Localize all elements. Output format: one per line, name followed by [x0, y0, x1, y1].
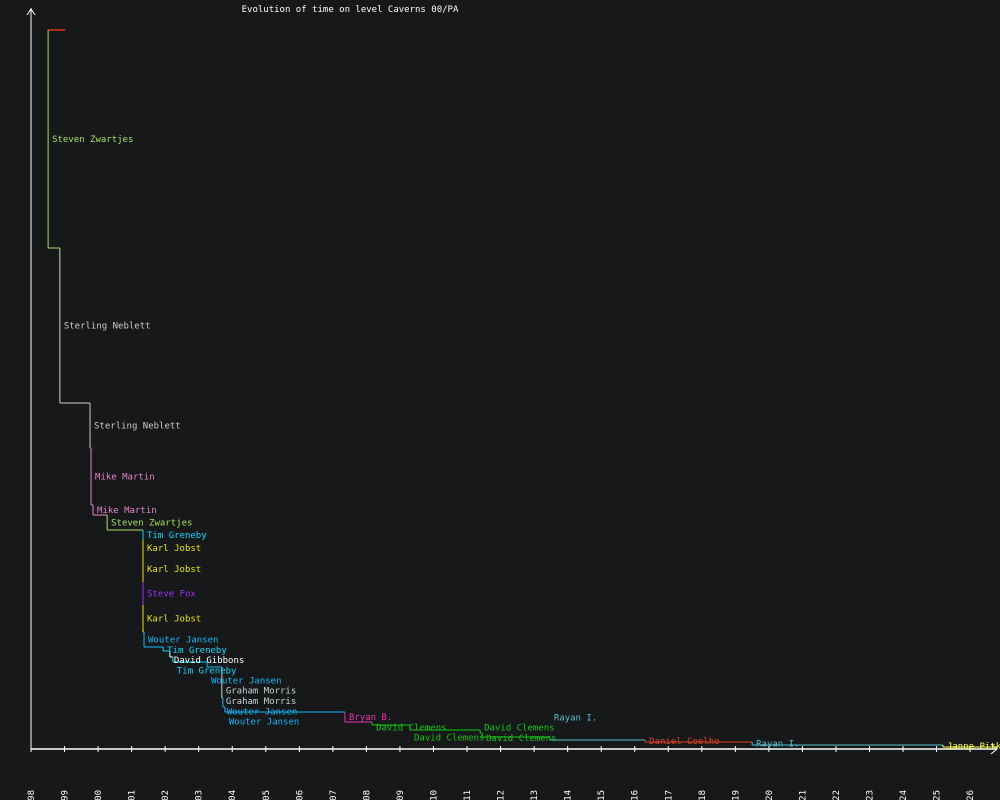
record-label: Graham Morris — [226, 687, 296, 697]
x-tick-label: 2005 — [262, 790, 272, 800]
x-tick-label: 2007 — [329, 790, 339, 800]
x-tick-label: 2009 — [396, 790, 406, 800]
record-label: David Clemens — [376, 724, 446, 734]
x-tick-label: 2006 — [295, 790, 305, 800]
x-tick-label: 2013 — [530, 790, 540, 800]
record-label: Wouter Jansen — [227, 708, 297, 718]
record-label: Mike Martin — [97, 506, 157, 516]
x-tick-label: 2003 — [195, 790, 205, 800]
record-labels: Steven Zwartjes Sterling Neblett Sterling … — [52, 135, 1000, 752]
x-tick-label: 2008 — [362, 790, 372, 800]
record-label: Wouter Jansen — [229, 718, 299, 728]
x-tick-label: 2004 — [228, 790, 238, 800]
x-tick-label: 2000 — [94, 790, 104, 800]
record-label: Karl Jobst — [147, 565, 201, 575]
x-tick-label: 2016 — [631, 790, 641, 800]
record-label: David Clemens — [486, 734, 556, 744]
record-label: Tim Greneby — [177, 667, 237, 677]
x-tick-label: 2022 — [832, 790, 842, 800]
chart-title: Evolution of time on level Caverns 00/PA — [242, 5, 459, 15]
x-tick-label: 2023 — [866, 790, 876, 800]
x-tick-label: 2015 — [597, 790, 607, 800]
record-label: David Gibbons — [174, 656, 244, 666]
x-tick-label: 2010 — [429, 790, 439, 800]
y-axis-arrow-icon — [26, 8, 36, 16]
record-label: Graham Morris — [226, 697, 296, 707]
x-tick-label: 2014 — [564, 790, 574, 800]
x-tick-label: 2011 — [463, 790, 473, 800]
record-label: David Clemens — [484, 724, 554, 734]
x-tick-label: 1999 — [61, 790, 71, 800]
record-label: Wouter Jansen — [148, 636, 218, 646]
x-tick-label: 2012 — [497, 790, 507, 800]
record-label: Steven Zwartjes — [111, 519, 192, 529]
record-label: Tim Greneby — [167, 646, 227, 656]
x-tick-label: 2002 — [161, 790, 171, 800]
record-label: Sterling Neblett — [94, 422, 181, 432]
record-label: Steven Zwartjes — [52, 135, 133, 145]
x-tick-label: 2024 — [899, 790, 909, 800]
x-tick-label: 2001 — [128, 790, 138, 800]
record-label: Karl Jobst — [147, 544, 201, 554]
record-label: Janne Pitkä — [947, 742, 1000, 752]
record-steps — [47, 29, 997, 748]
x-tick-label: 2021 — [798, 790, 808, 800]
record-label: Bryan B. — [349, 713, 392, 723]
record-label: Steve Fox — [147, 590, 196, 600]
record-label: Wouter Jansen — [211, 677, 281, 687]
x-tick-label: 2020 — [765, 790, 775, 800]
record-label: Sterling Neblett — [64, 322, 151, 332]
record-label: Rayan I. — [554, 714, 597, 724]
record-label: Rayan I. — [756, 740, 799, 750]
x-tick-label: 1998 — [27, 790, 37, 800]
record-label: Tim Greneby — [147, 531, 207, 541]
x-tick-label: 2019 — [731, 790, 741, 800]
record-label: Karl Jobst — [147, 615, 201, 625]
x-tick-label: 2026 — [966, 790, 976, 800]
record-label: David Clemens — [414, 734, 484, 744]
x-tick-label: 2025 — [933, 790, 943, 800]
record-label: Mike Martin — [95, 473, 155, 483]
x-axis-arrow-icon — [990, 743, 998, 755]
x-ticks: 1998 1999 2000 2001 2002 2003 2004 2005 2006 2007… — [27, 746, 976, 800]
x-tick-label: 2018 — [698, 790, 708, 800]
x-tick-label: 2017 — [664, 790, 674, 800]
record-label: Daniel Coelho — [649, 737, 719, 747]
